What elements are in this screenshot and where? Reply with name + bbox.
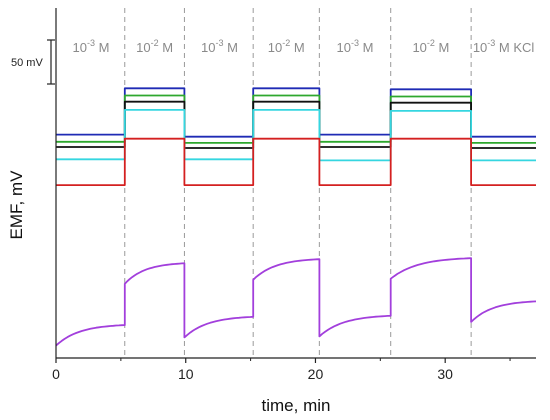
scale-bar-label: 50 mV [11, 57, 43, 69]
switch-gridlines [124, 8, 472, 358]
x-ticks: 0 10 20 30 [52, 358, 511, 382]
series-line [56, 94, 536, 144]
region-label: 10-3 M [201, 38, 238, 55]
region-label: 10-2 M [268, 38, 305, 55]
y-axis-label: EMF, mV [7, 170, 26, 240]
axes [55, 8, 536, 359]
series-line [56, 109, 536, 162]
x-tick-label: 20 [308, 366, 324, 382]
x-tick-label: 30 [437, 366, 453, 382]
x-tick-label: 0 [52, 366, 60, 382]
series-group [55, 87, 537, 347]
x-tick-label: 10 [178, 366, 194, 382]
region-label: 10-2 M [136, 38, 173, 55]
region-labels: 10-3 M 10-2 M 10-3 M 10-2 M 10-3 M 10-2 M 10-3… [73, 38, 535, 55]
x-axis-label: time, min [262, 396, 331, 415]
region-label: 10-3 M [73, 38, 110, 55]
series-line [55, 257, 537, 347]
region-label: 10-2 M [412, 38, 449, 55]
scale-bar: 50 mV [11, 39, 55, 85]
series-line [56, 87, 536, 138]
series-line [56, 137, 536, 186]
region-label: 10-3 M [337, 38, 374, 55]
region-label: 10-3 M KCl [473, 38, 535, 55]
series-line [56, 100, 536, 149]
